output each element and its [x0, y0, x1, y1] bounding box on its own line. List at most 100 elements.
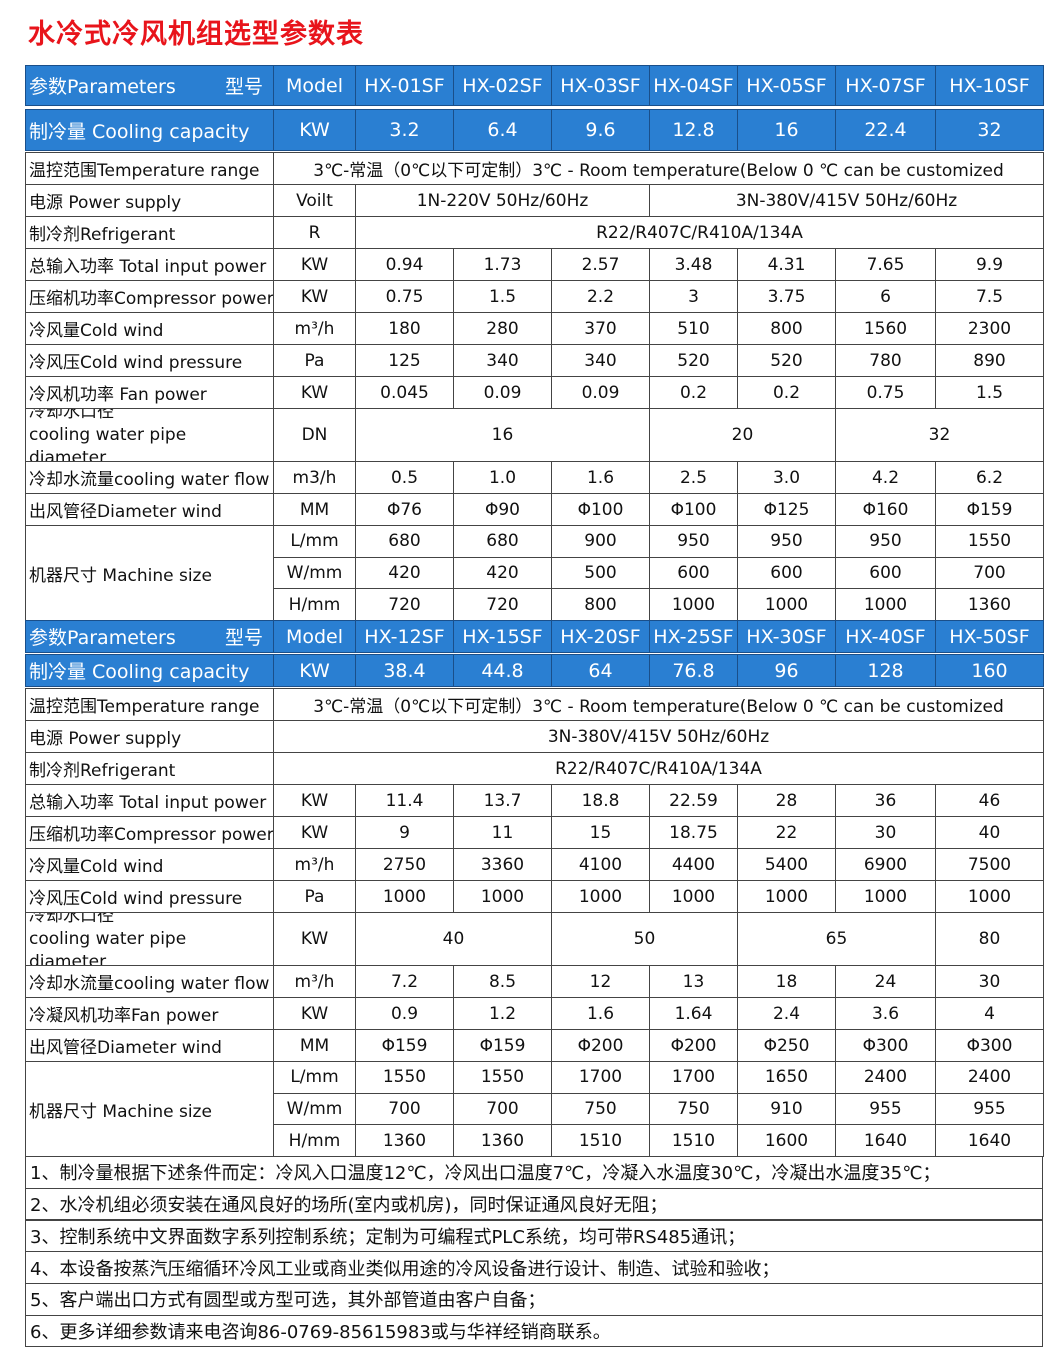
- row-unit: Voilt: [273, 184, 356, 217]
- note: 1、制冷量根据下述条件而定：冷风入口温度12℃，冷风出口温度7℃，冷凝入水温度3…: [25, 1156, 1043, 1189]
- row-value: Φ200: [649, 1029, 738, 1062]
- row-label: 总输入功率 Total input power: [25, 248, 274, 281]
- model-name: HX-10SF: [935, 65, 1044, 106]
- row-value: 16: [355, 408, 650, 462]
- model-name: HX-20SF: [551, 620, 650, 653]
- machine-size-value: 420: [453, 556, 552, 590]
- row-value: Φ250: [737, 1029, 836, 1062]
- row-unit: DN: [273, 408, 356, 462]
- machine-size-value: 680: [355, 525, 454, 558]
- note: 5、客户端出口方式有圆型或方型可选，其外部管道由客户自备；: [25, 1282, 1043, 1316]
- machine-size-value: 1360: [355, 1124, 454, 1158]
- note: 4、本设备按蒸汽压缩循环冷风工业或商业类似用途的冷风设备进行设计、制造、试验和验…: [25, 1251, 1043, 1284]
- row-value: 2.57: [551, 248, 650, 281]
- header-label: 参数Parameters: [29, 76, 176, 98]
- row-value: 340: [453, 344, 552, 377]
- machine-size-value: 1360: [935, 588, 1044, 622]
- machine-size-value: 600: [737, 556, 836, 590]
- row-value: 3℃-常温（0℃以下可定制）3℃ - Room temperature(Belo…: [273, 152, 1044, 185]
- machine-size-value: 2400: [835, 1061, 936, 1094]
- header-unit: Model: [273, 65, 356, 106]
- machine-size-value: 1650: [737, 1061, 836, 1094]
- row-value: 0.2: [649, 376, 738, 409]
- row-value: R22/R407C/R410A/134A: [355, 216, 1044, 249]
- row-value: 2750: [355, 848, 454, 881]
- capacity-value: 96: [737, 654, 836, 687]
- machine-size-value: 1000: [737, 588, 836, 622]
- row-value: 3.6: [835, 997, 936, 1030]
- header-unit: Model: [273, 620, 356, 653]
- row-value: 7.65: [835, 248, 936, 281]
- machine-size-value: 750: [551, 1092, 650, 1126]
- row-value: Φ125: [737, 493, 836, 526]
- row-value: 800: [737, 312, 836, 345]
- machine-size-value: 600: [835, 556, 936, 590]
- model-name: HX-01SF: [355, 65, 454, 106]
- machine-size-value: 1600: [737, 1124, 836, 1158]
- header-label-cell: 参数Parameters 型号: [25, 65, 274, 106]
- row-value: 4100: [551, 848, 650, 881]
- row-value: 40: [935, 816, 1044, 849]
- header-type-label: 型号: [224, 76, 263, 98]
- row-value: Φ159: [355, 1029, 454, 1062]
- row-value: Φ160: [835, 493, 936, 526]
- row-unit: KW: [273, 912, 356, 966]
- row-value: 50: [551, 912, 738, 966]
- row-value: 3.0: [737, 461, 836, 494]
- machine-size-value: 1700: [551, 1061, 650, 1094]
- row-value: 8.5: [453, 965, 552, 998]
- row-value: 5400: [737, 848, 836, 881]
- capacity-value: 32: [935, 109, 1044, 151]
- row-unit: MM: [273, 1029, 356, 1062]
- row-value: 12: [551, 965, 650, 998]
- machine-size-unit: L/mm: [273, 1061, 356, 1094]
- row-value: 46: [935, 784, 1044, 817]
- row-value: Φ159: [935, 493, 1044, 526]
- row-value: 0.2: [737, 376, 836, 409]
- row-label: 冷却水口径 cooling water pipe diameter: [25, 408, 274, 462]
- capacity-value: 3.2: [355, 109, 454, 151]
- row-value: 15: [551, 816, 650, 849]
- row-unit: m3/h: [273, 461, 356, 494]
- capacity-value: 128: [835, 654, 936, 687]
- row-value: 0.75: [355, 280, 454, 313]
- machine-size-value: 950: [649, 525, 738, 558]
- row-unit: KW: [273, 376, 356, 409]
- row-label: 电源 Power supply: [25, 184, 274, 217]
- row-value: 3℃-常温（0℃以下可定制）3℃ - Room temperature(Belo…: [273, 688, 1044, 721]
- row-value: 780: [835, 344, 936, 377]
- row-value: 370: [551, 312, 650, 345]
- row-value: 1000: [649, 880, 738, 913]
- machine-size-unit: W/mm: [273, 556, 356, 590]
- machine-size-value: 1640: [835, 1124, 936, 1158]
- machine-size-value: 900: [551, 525, 650, 558]
- capacity-unit: KW: [273, 109, 356, 151]
- row-value: 1.64: [649, 997, 738, 1030]
- machine-size-unit: H/mm: [273, 1124, 356, 1158]
- row-value: 520: [737, 344, 836, 377]
- row-value: 18.75: [649, 816, 738, 849]
- model-name: HX-05SF: [737, 65, 836, 106]
- model-name: HX-12SF: [355, 620, 454, 653]
- row-value: 7500: [935, 848, 1044, 881]
- row-value: 1.2: [453, 997, 552, 1030]
- row-value: 6.2: [935, 461, 1044, 494]
- machine-size-value: 700: [935, 556, 1044, 590]
- row-value: Φ159: [453, 1029, 552, 1062]
- row-value: 30: [835, 816, 936, 849]
- model-name: HX-25SF: [649, 620, 738, 653]
- row-value: 0.09: [551, 376, 650, 409]
- row-value: 24: [835, 965, 936, 998]
- machine-size-value: 720: [355, 588, 454, 622]
- row-value: 340: [551, 344, 650, 377]
- row-value: 0.045: [355, 376, 454, 409]
- row-value: Φ200: [551, 1029, 650, 1062]
- machine-size-unit: W/mm: [273, 1092, 356, 1126]
- row-value: 80: [935, 912, 1044, 966]
- machine-size-value: 1000: [835, 588, 936, 622]
- row-value: 4.2: [835, 461, 936, 494]
- row-label: 压缩机功率Compressor power: [25, 816, 274, 849]
- capacity-value: 16: [737, 109, 836, 151]
- row-value: 7.5: [935, 280, 1044, 313]
- row-value: 0.5: [355, 461, 454, 494]
